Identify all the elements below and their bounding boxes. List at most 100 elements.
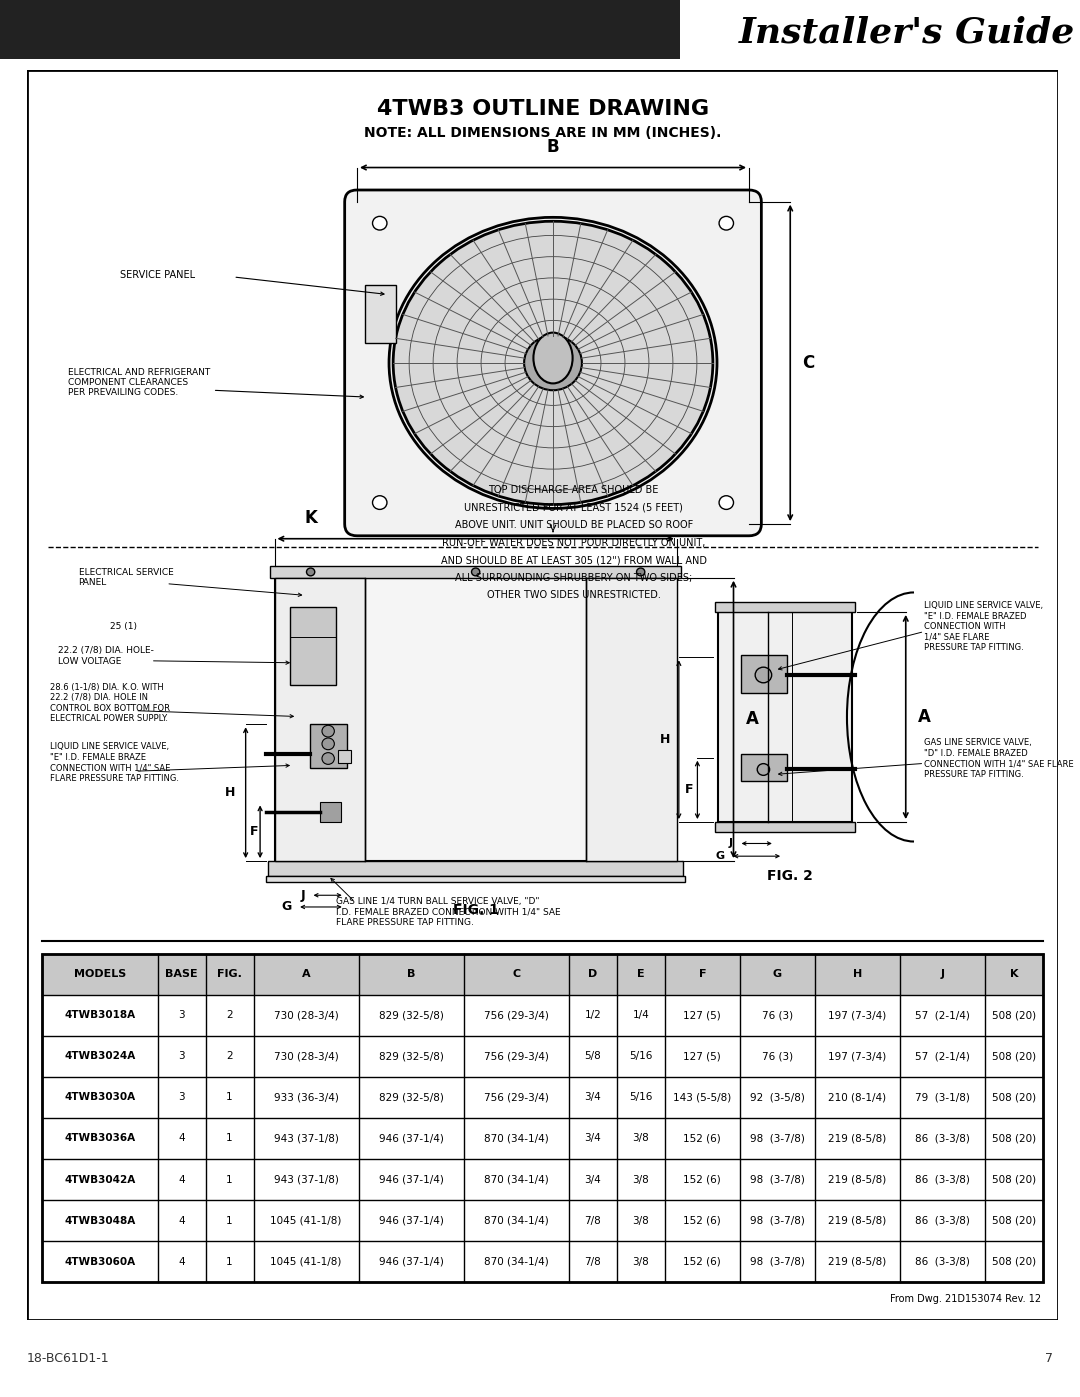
Bar: [42, 1077, 1043, 1118]
Text: 3/8: 3/8: [633, 1215, 649, 1225]
Text: 98  (3-7/8): 98 (3-7/8): [750, 1133, 805, 1144]
Bar: [42, 1037, 1043, 1077]
Text: 5/16: 5/16: [629, 1052, 652, 1062]
Text: H: H: [660, 733, 671, 746]
Text: 3/8: 3/8: [633, 1133, 649, 1144]
Bar: [741, 754, 787, 781]
Text: 4TWB3018A: 4TWB3018A: [65, 1010, 136, 1020]
Text: 870 (34-1/4): 870 (34-1/4): [484, 1175, 549, 1185]
Text: G: G: [773, 970, 782, 979]
Text: 197 (7-3/4): 197 (7-3/4): [828, 1010, 887, 1020]
Text: 1: 1: [226, 1175, 233, 1185]
Text: 508 (20): 508 (20): [991, 1010, 1036, 1020]
Circle shape: [524, 335, 582, 390]
Text: B: B: [546, 138, 559, 156]
Text: ALL SURROUNDING SHRUBBERY ON TWO SIDES;: ALL SURROUNDING SHRUBBERY ON TWO SIDES;: [455, 573, 692, 583]
Bar: [365, 285, 396, 344]
Circle shape: [472, 569, 480, 576]
Text: 4TWB3024A: 4TWB3024A: [65, 1052, 136, 1062]
Text: 152 (6): 152 (6): [684, 1256, 721, 1267]
Text: 756 (29-3/4): 756 (29-3/4): [484, 1092, 549, 1102]
Text: 508 (20): 508 (20): [991, 1052, 1036, 1062]
Text: 829 (32-5/8): 829 (32-5/8): [379, 1010, 444, 1020]
Text: 127 (5): 127 (5): [684, 1010, 721, 1020]
FancyBboxPatch shape: [345, 190, 761, 536]
Text: 5/8: 5/8: [584, 1052, 602, 1062]
Text: 7: 7: [1045, 1352, 1053, 1365]
Text: UNRESTRICTED FOR AT LEAST 1524 (5 FEET): UNRESTRICTED FOR AT LEAST 1524 (5 FEET): [464, 503, 683, 513]
Text: 756 (29-3/4): 756 (29-3/4): [484, 1010, 549, 1020]
Text: 4TWB3042A: 4TWB3042A: [65, 1175, 136, 1185]
Text: H: H: [225, 787, 235, 799]
Text: LIQUID LINE SERVICE VALVE,
"E" I.D. FEMALE BRAZED
CONNECTION WITH
1/4" SAE FLARE: LIQUID LINE SERVICE VALVE, "E" I.D. FEMA…: [924, 601, 1043, 652]
Text: 86  (3-3/8): 86 (3-3/8): [915, 1175, 970, 1185]
Text: 3/4: 3/4: [584, 1092, 602, 1102]
Text: 946 (37-1/4): 946 (37-1/4): [379, 1215, 444, 1225]
Ellipse shape: [393, 221, 713, 504]
Text: 1/2: 1/2: [584, 1010, 602, 1020]
Text: 4TWB3 OUTLINE DRAWING: 4TWB3 OUTLINE DRAWING: [377, 99, 708, 119]
Text: 3/8: 3/8: [633, 1175, 649, 1185]
Text: GAS LINE SERVICE VALVE,
"D" I.D. FEMALE BRAZED
CONNECTION WITH 1/4" SAE FLARE
PR: GAS LINE SERVICE VALVE, "D" I.D. FEMALE …: [924, 739, 1074, 778]
Bar: [586, 578, 677, 861]
Text: 4TWB3060A: 4TWB3060A: [65, 1256, 136, 1267]
Circle shape: [322, 738, 335, 750]
Text: 1045 (41-1/8): 1045 (41-1/8): [270, 1256, 341, 1267]
Circle shape: [322, 725, 335, 738]
Text: 219 (8-5/8): 219 (8-5/8): [828, 1256, 887, 1267]
Text: 4: 4: [178, 1175, 185, 1185]
Text: 3/4: 3/4: [584, 1175, 602, 1185]
Text: 943 (37-1/8): 943 (37-1/8): [273, 1133, 338, 1144]
Bar: [268, 861, 683, 876]
Bar: [267, 876, 685, 882]
Text: 92  (3-5/8): 92 (3-5/8): [750, 1092, 805, 1102]
Text: E: E: [637, 970, 645, 979]
Text: 219 (8-5/8): 219 (8-5/8): [828, 1215, 887, 1225]
Text: FIG. 1: FIG. 1: [453, 902, 499, 916]
Text: J: J: [729, 838, 732, 848]
Text: 98  (3-7/8): 98 (3-7/8): [750, 1256, 805, 1267]
Bar: [718, 612, 852, 821]
Text: 870 (34-1/4): 870 (34-1/4): [484, 1215, 549, 1225]
Text: J: J: [301, 888, 306, 901]
Text: 7/8: 7/8: [584, 1215, 602, 1225]
Bar: [42, 954, 1043, 995]
Text: 508 (20): 508 (20): [991, 1215, 1036, 1225]
Bar: [42, 1118, 1043, 1160]
Text: 1/4: 1/4: [633, 1010, 649, 1020]
Text: GAS LINE 1/4 TURN BALL SERVICE VALVE, "D"
I.D. FEMALE BRAZED CONNECTION WITH 1/4: GAS LINE 1/4 TURN BALL SERVICE VALVE, "D…: [337, 897, 561, 926]
Text: 829 (32-5/8): 829 (32-5/8): [379, 1092, 444, 1102]
Ellipse shape: [534, 332, 572, 383]
Text: 197 (7-3/4): 197 (7-3/4): [828, 1052, 887, 1062]
Text: 210 (8-1/4): 210 (8-1/4): [828, 1092, 887, 1102]
Text: 3: 3: [178, 1052, 185, 1062]
Circle shape: [373, 217, 387, 231]
Circle shape: [322, 753, 335, 764]
Bar: [42, 1160, 1043, 1200]
Text: F: F: [685, 784, 693, 796]
Bar: [42, 995, 1043, 1037]
Bar: [715, 602, 855, 612]
Text: 3: 3: [178, 1092, 185, 1102]
Text: 4TWB3030A: 4TWB3030A: [65, 1092, 136, 1102]
Text: H: H: [853, 970, 862, 979]
Circle shape: [719, 496, 733, 510]
Text: ELECTRICAL SERVICE
PANEL: ELECTRICAL SERVICE PANEL: [79, 569, 173, 588]
Text: 508 (20): 508 (20): [991, 1133, 1036, 1144]
Text: RUN-OFF WATER DOES NOT POUR DIRECTLY ON UNIT,: RUN-OFF WATER DOES NOT POUR DIRECTLY ON …: [442, 538, 705, 548]
Text: From Dwg. 21D153074 Rev. 12: From Dwg. 21D153074 Rev. 12: [890, 1294, 1041, 1303]
Text: 98  (3-7/8): 98 (3-7/8): [750, 1175, 805, 1185]
Text: BASE: BASE: [165, 970, 198, 979]
Text: 219 (8-5/8): 219 (8-5/8): [828, 1175, 887, 1185]
Text: Installer's Guide: Installer's Guide: [739, 15, 1075, 49]
Text: 86  (3-3/8): 86 (3-3/8): [915, 1256, 970, 1267]
Text: 946 (37-1/4): 946 (37-1/4): [379, 1133, 444, 1144]
Text: FIG. 2: FIG. 2: [767, 869, 813, 883]
Text: 870 (34-1/4): 870 (34-1/4): [484, 1133, 549, 1144]
Text: D: D: [589, 970, 597, 979]
Text: ABOVE UNIT. UNIT SHOULD BE PLACED SO ROOF: ABOVE UNIT. UNIT SHOULD BE PLACED SO ROO…: [455, 520, 692, 529]
Text: 4TWB3036A: 4TWB3036A: [65, 1133, 136, 1144]
Circle shape: [307, 569, 314, 576]
Text: 76 (3): 76 (3): [761, 1010, 793, 1020]
Text: 1: 1: [226, 1133, 233, 1144]
